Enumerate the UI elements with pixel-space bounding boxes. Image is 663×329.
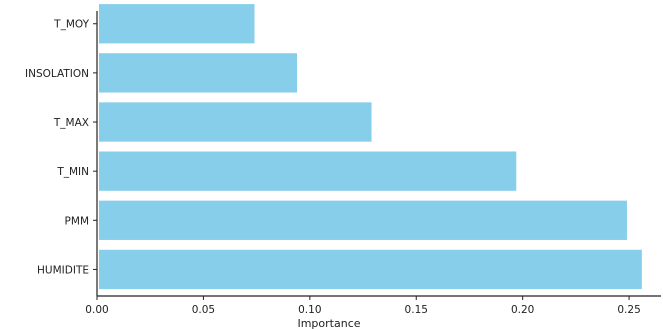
y-tick-label-pmm: PMM — [65, 215, 89, 227]
y-tick-label-t-moy: T_MOY — [53, 19, 89, 31]
y-tick-label-t-min: T_MIN — [56, 166, 89, 178]
bars-layer — [99, 4, 642, 290]
x-tick-label: 0.20 — [511, 304, 534, 316]
bar-humidite — [99, 249, 642, 290]
bar-pmm — [99, 200, 627, 240]
x-axis-title: Importance — [297, 317, 360, 329]
bar-t-min — [99, 151, 517, 191]
x-tick-label: 0.25 — [617, 304, 640, 316]
bar-t-max — [99, 102, 372, 142]
bar-insolation — [99, 53, 298, 93]
axes-layer: HUMIDITE PMM T_MIN T_MAX INSOLATION T_MOY 0.00… — [25, 11, 661, 316]
x-tick-label: 0.15 — [405, 304, 428, 316]
y-tick-label-t-max: T_MAX — [53, 117, 89, 129]
y-tick-label-humidite: HUMIDITE — [37, 264, 89, 276]
x-tick-label: 0.00 — [85, 304, 108, 316]
x-tick-label: 0.10 — [298, 304, 321, 316]
bar-t-moy — [99, 4, 255, 44]
x-tick-label: 0.05 — [192, 304, 215, 316]
y-tick-label-insolation: INSOLATION — [25, 68, 89, 80]
